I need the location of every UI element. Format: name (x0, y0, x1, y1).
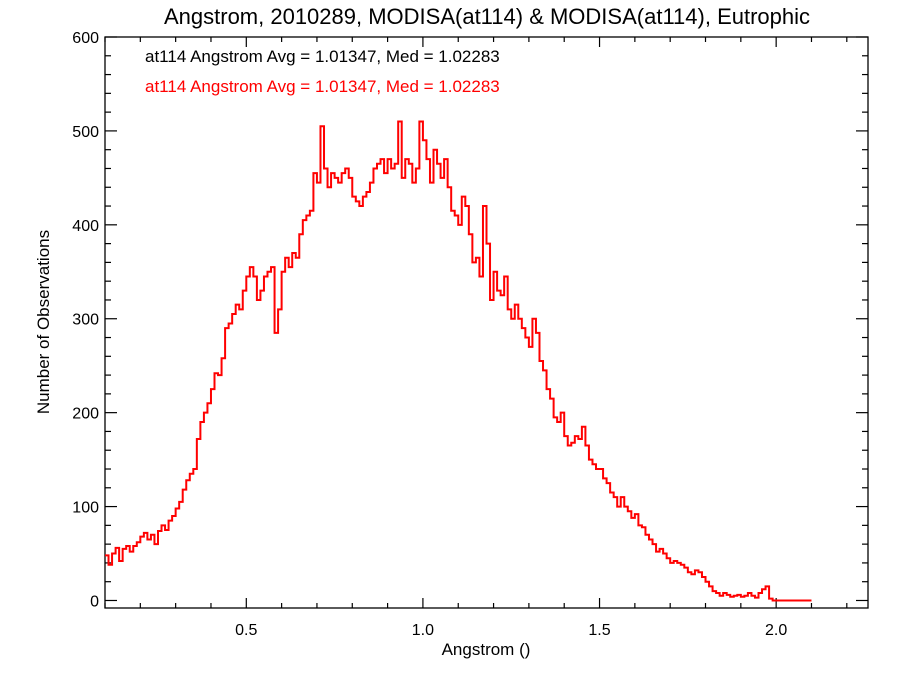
x-tick-label: 1.0 (412, 622, 434, 639)
x-tick-label: 1.5 (588, 622, 610, 639)
x-tick-label: 2.0 (765, 622, 787, 639)
y-tick-label: 500 (72, 124, 99, 141)
y-tick-label: 200 (72, 406, 99, 423)
histogram-series-line (105, 120, 812, 602)
y-tick-label: 600 (72, 30, 99, 47)
chart-title: Angstrom, 2010289, MODISA(at114) & MODIS… (164, 4, 810, 29)
y-tick-label: 300 (72, 312, 99, 329)
x-axis-label: Angstrom () (442, 640, 531, 659)
plot-frame (104, 36, 869, 609)
x-tick-label: 0.5 (235, 622, 257, 639)
annotation-red: at114 Angstrom Avg = 1.01347, Med = 1.02… (145, 77, 500, 96)
y-axis-ticks: 0 100 200 300 400 500 600 (72, 30, 868, 610)
y-tick-label: 0 (90, 593, 99, 610)
y-tick-label: 100 (72, 500, 99, 517)
y-axis-label: Number of Observations (34, 230, 53, 414)
annotations: at114 Angstrom Avg = 1.01347, Med = 1.02… (145, 47, 500, 96)
annotation-black: at114 Angstrom Avg = 1.01347, Med = 1.02… (145, 47, 500, 66)
y-tick-label: 400 (72, 218, 99, 235)
x-axis-ticks: 0.5 1.0 1.5 2.0 (104, 37, 848, 639)
plot-frame-rect (104, 36, 869, 609)
